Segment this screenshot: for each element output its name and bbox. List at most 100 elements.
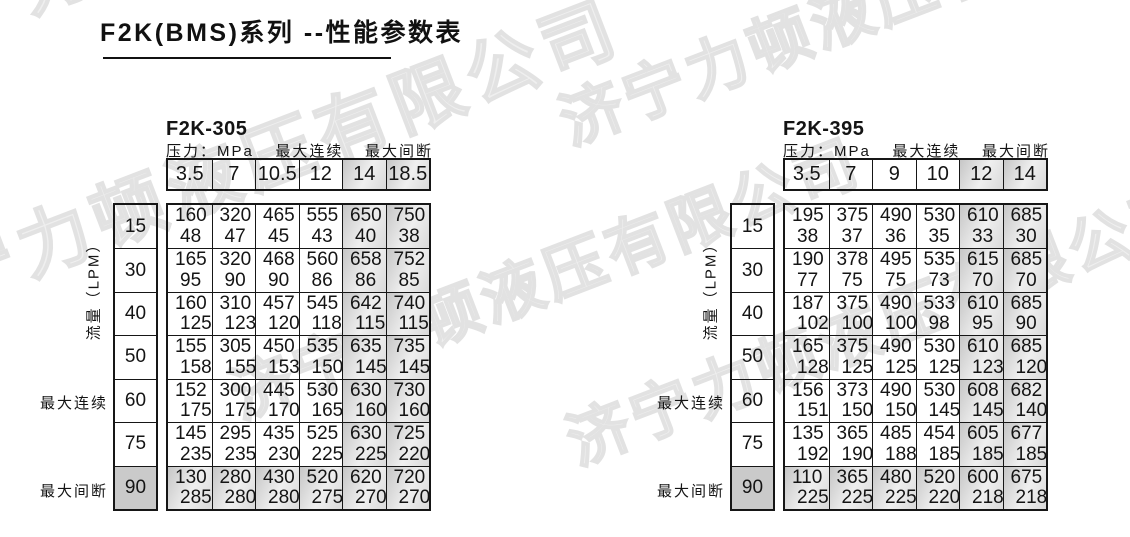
data-cell: 685 120 <box>1002 335 1046 379</box>
model-label: F2K-305 <box>166 118 248 140</box>
flow-column: 15 30 40 50 60 75 90 <box>730 203 775 511</box>
flow-cell: 75 <box>115 422 156 465</box>
pressure-unit-label: 压力：MPa <box>166 143 254 160</box>
flow-cell: 75 <box>732 422 773 465</box>
pressure-cell: 3.5 <box>792 163 821 185</box>
flow-cell: 60 <box>732 378 773 422</box>
data-cell: 152 175 <box>168 378 212 422</box>
data-cell: 365 225 <box>828 465 872 509</box>
data-cell: 375 37 <box>828 205 873 249</box>
data-cell: 445 170 <box>255 378 299 423</box>
data-cell: 450 153 <box>255 335 299 379</box>
data-cell: 375 125 <box>828 335 872 379</box>
flow-cell: 50 <box>732 335 773 378</box>
flow-cell: 40 <box>732 291 773 335</box>
pressure-cell: 3.5 <box>175 163 204 185</box>
model-label: F2K-395 <box>783 118 865 140</box>
data-cell: 750 38 <box>385 205 429 249</box>
data-cell: 490 125 <box>872 335 916 379</box>
pressure-cell: 7 <box>828 160 873 189</box>
pressure-cell: 9 <box>872 160 916 189</box>
data-cell: 530 165 <box>298 378 342 423</box>
data-cell: 365 190 <box>828 422 872 466</box>
header-labels: 压力：MPa 最大连续 最大间断 <box>166 140 433 161</box>
data-cell: 155 158 <box>168 335 212 378</box>
data-cell: 610 95 <box>959 291 1003 336</box>
data-cell: 465 45 <box>255 205 299 249</box>
pressure-cell: 14 <box>342 160 386 189</box>
pressure-cell: 18.5 <box>385 160 429 189</box>
data-cell: 642 115 <box>342 291 386 336</box>
data-cell: 430 280 <box>255 465 299 509</box>
data-cell: 145 235 <box>168 422 212 465</box>
data-cell: 495 75 <box>872 248 916 292</box>
max-continuous-row-label: 最大连续 <box>39 395 108 412</box>
data-cell: 480 225 <box>872 465 916 509</box>
title-underline <box>103 57 391 59</box>
data-cell: 320 90 <box>211 248 255 292</box>
data-grid: 195 38 375 37 490 36 530 35 610 33 685 30 190 77 378 75… <box>783 203 1048 511</box>
data-cell: 490 100 <box>872 291 916 336</box>
flow-cell: 15 <box>124 215 147 237</box>
data-cell: 605 185 <box>959 422 1003 466</box>
perf-table-f2k-305: F2K-305 压力：MPa 最大连续 最大间断 3.5 7 10.5 12 14 18.… <box>0 0 513 537</box>
flow-axis-label: 流量（LPM） <box>85 235 103 341</box>
data-cell: 555 43 <box>298 205 343 249</box>
pressure-cell: 7 <box>211 160 256 189</box>
data-cell: 635 145 <box>342 335 386 379</box>
pressure-cell: 10.5 <box>255 160 299 189</box>
flow-cell: 40 <box>115 291 156 335</box>
data-cell: 110 225 <box>785 465 829 509</box>
data-cell: 490 150 <box>872 378 916 423</box>
data-cell: 485 188 <box>872 422 916 466</box>
max-intermittent-row-label: 最大间断 <box>656 483 725 500</box>
data-cell: 373 150 <box>828 378 872 423</box>
pressure-cell: 14 <box>1002 160 1046 189</box>
data-cell: 658 86 <box>342 248 386 292</box>
data-cell: 720 270 <box>385 465 429 509</box>
data-cell: 320 47 <box>211 205 256 249</box>
pressure-cell: 12 <box>298 160 343 189</box>
data-cell: 295 235 <box>211 422 255 466</box>
flow-cell: 15 <box>741 215 764 237</box>
max-continuous-label: 最大连续 <box>892 143 961 160</box>
data-cell: 530 35 <box>915 205 960 249</box>
data-cell: 490 36 <box>872 205 916 249</box>
data-cell: 725 220 <box>385 422 429 466</box>
flow-cell: 60 <box>115 378 156 422</box>
data-cell: 620 270 <box>342 465 386 509</box>
data-cell: 130 285 <box>168 465 212 509</box>
data-cell: 675 218 <box>1002 465 1046 509</box>
data-cell: 187 102 <box>785 291 829 335</box>
data-cell: 600 218 <box>959 465 1003 509</box>
data-cell: 630 225 <box>342 422 386 466</box>
data-cell: 454 185 <box>915 422 959 466</box>
data-cell: 378 75 <box>828 248 872 292</box>
data-cell: 375 100 <box>828 291 872 336</box>
flow-cell: 50 <box>115 335 156 378</box>
flow-column: 15 30 40 50 60 75 90 <box>113 203 158 511</box>
data-cell: 610 123 <box>959 335 1003 379</box>
data-cell: 525 225 <box>298 422 342 466</box>
data-cell: 535 73 <box>915 248 959 292</box>
data-cell: 530 145 <box>915 378 959 423</box>
data-cell: 280 280 <box>211 465 255 509</box>
data-cell: 520 220 <box>915 465 959 509</box>
data-cell: 533 98 <box>915 291 959 336</box>
data-cell: 677 185 <box>1002 422 1046 466</box>
pressure-header-row: 3.5 7 9 10 12 14 <box>783 158 1048 191</box>
flow-axis-label: 流量（LPM） <box>702 235 720 341</box>
max-continuous-label: 最大连续 <box>275 143 344 160</box>
data-cell: 530 125 <box>915 335 959 379</box>
data-cell: 752 85 <box>385 248 429 292</box>
data-cell: 435 230 <box>255 422 299 466</box>
max-continuous-row-label: 最大连续 <box>656 395 725 412</box>
data-cell: 740 115 <box>385 291 429 336</box>
data-cell: 650 40 <box>342 205 386 249</box>
flow-cell: 30 <box>732 248 773 291</box>
data-cell: 685 70 <box>1002 248 1046 292</box>
data-cell: 190 77 <box>785 248 829 291</box>
max-intermittent-label: 最大间断 <box>981 143 1050 160</box>
pressure-header-row: 3.5 7 10.5 12 14 18.5 <box>166 158 431 191</box>
data-grid: 160 48 320 47 465 45 555 43 650 40 750 38 165 95 320 90… <box>166 203 431 511</box>
